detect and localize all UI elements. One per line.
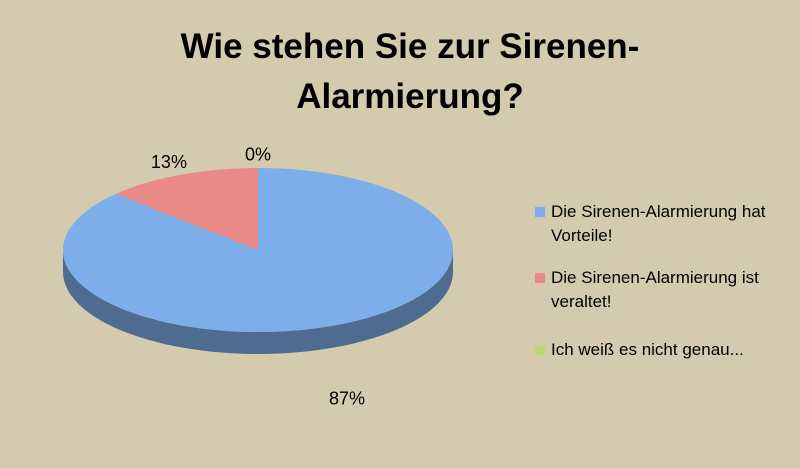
legend-entry: Die Sirenen-Alarmierung hat Vorteile! [535,200,773,248]
legend-swatch [535,273,545,283]
pie-slice [62,168,453,332]
data-label: 13% [151,152,187,172]
data-label: 0% [245,144,271,164]
pie-slice [115,168,258,250]
legend-label: Die Sirenen-Alarmierung ist veraltet! [551,268,759,311]
pie-side [63,250,453,354]
chart-title: Wie stehen Sie zur Sirenen-Alarmierung? [180,27,640,116]
legend-entry: Ich weiß es nicht genau... [535,338,773,362]
legend-label: Die Sirenen-Alarmierung hat Vorteile! [551,202,766,245]
legend-swatch [535,207,545,217]
legend-entry: Die Sirenen-Alarmierung ist veraltet! [535,266,773,314]
legend-swatch [535,345,545,355]
legend-label: Ich weiß es nicht genau... [551,340,744,359]
data-label: 87% [329,389,365,409]
